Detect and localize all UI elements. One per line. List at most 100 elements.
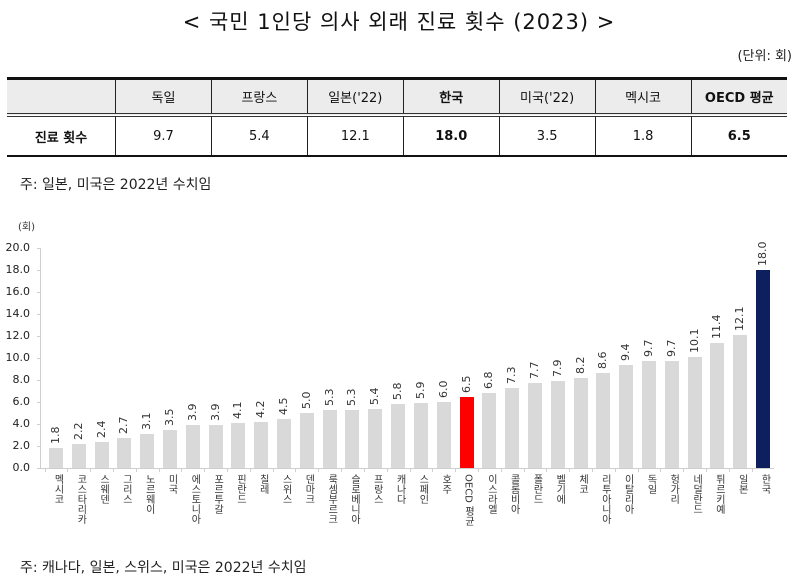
- bar: [277, 418, 292, 468]
- y-tick-mark: [37, 402, 41, 403]
- y-tick-label: 4.0: [12, 417, 31, 430]
- x-tick-mark: [318, 468, 320, 472]
- table-cell: 5.4: [210, 115, 308, 157]
- x-tick-mark: [90, 468, 92, 472]
- x-category-label: 호주: [439, 474, 451, 494]
- x-category-label: 스위스: [280, 474, 292, 504]
- x-category-label: 에스토니아: [188, 474, 200, 524]
- x-category-label: 폴란드: [530, 474, 542, 504]
- table-header-cell: OECD 평균: [690, 77, 787, 117]
- bar: [368, 408, 383, 468]
- bar: [299, 413, 314, 468]
- bar-value-label: 9.7: [641, 339, 655, 358]
- bar: [231, 422, 246, 468]
- x-category-label: 룩셈부르크: [325, 474, 337, 524]
- x-axis: [40, 468, 774, 469]
- bar-value-label: 5.0: [299, 391, 313, 410]
- y-tick-mark: [37, 314, 41, 315]
- bar-value-label: 3.9: [185, 403, 199, 422]
- x-tick-mark: [432, 468, 434, 472]
- x-tick-mark: [67, 468, 69, 472]
- x-category-label: 독일: [644, 474, 656, 494]
- bar: [482, 393, 497, 468]
- bar-value-label: 18.0: [756, 241, 769, 267]
- bar-value-label: 2.7: [117, 416, 131, 435]
- bar: [619, 364, 634, 468]
- x-category-label: 프랑스: [371, 474, 383, 504]
- x-category-label: 이탈리아: [622, 474, 634, 514]
- bar-chart: (회) 0.0 2.0 4.0 6.0 8.0 10.0 12.0 14.0 16.0 18.0 2…: [0, 218, 798, 553]
- bar-value-label: 10.1: [687, 328, 701, 353]
- bar-value-label: 2.4: [94, 420, 108, 438]
- table-cell: 3.5: [498, 115, 596, 157]
- bar: [664, 361, 679, 468]
- y-tick-mark: [37, 248, 41, 249]
- x-tick-mark: [751, 468, 753, 472]
- x-category-label: 일본: [736, 474, 748, 494]
- bar-value-label: 2.2: [71, 422, 85, 440]
- x-category-label: 콜롬비아: [508, 474, 520, 514]
- bar-value-label: 9.4: [619, 343, 633, 361]
- x-tick-mark: [728, 468, 730, 472]
- table-header-cell: 프랑스: [210, 77, 308, 117]
- bar: [436, 402, 451, 468]
- y-tick-label: 16.0: [5, 285, 31, 298]
- y-tick-label: 10.0: [5, 351, 31, 364]
- x-category-label: 코스타리카: [74, 474, 86, 524]
- y-tick-mark: [37, 358, 41, 359]
- x-tick-mark: [44, 468, 46, 472]
- bar: [391, 404, 406, 468]
- x-tick-mark: [181, 468, 183, 472]
- summary-table: 독일 프랑스 일본('22) 한국 미국('22) 멕시코 OECD 평균 진료…: [7, 77, 787, 157]
- y-tick-mark: [37, 424, 41, 425]
- x-tick-mark: [135, 468, 137, 472]
- bar: [756, 270, 770, 468]
- bar: [322, 409, 337, 468]
- x-tick-mark: [295, 468, 297, 472]
- y-tick-mark: [37, 336, 41, 337]
- bar-value-label: 4.2: [254, 400, 268, 418]
- bar-value-label: 7.7: [527, 361, 541, 380]
- x-tick-mark: [113, 468, 115, 472]
- x-tick-mark: [569, 468, 571, 472]
- y-tick-label: 0.0: [12, 461, 31, 474]
- x-category-label: 슬로베니아: [348, 474, 360, 524]
- table-cell: 6.5: [690, 115, 787, 157]
- x-category-label: 덴마크: [302, 474, 314, 504]
- x-category-label: 핀란드: [234, 474, 246, 504]
- y-tick-label: 14.0: [5, 307, 31, 320]
- x-tick-mark: [660, 468, 662, 472]
- chart-footnote: 주: 캐나다, 일본, 스위스, 미국은 2022년 수치임: [20, 560, 307, 576]
- x-tick-mark: [249, 468, 251, 472]
- x-tick-mark: [455, 468, 457, 472]
- bar-value-label: 5.9: [413, 381, 427, 400]
- bar-value-label: 6.8: [482, 371, 496, 390]
- y-tick-label: 18.0: [5, 263, 31, 276]
- x-category-label: 칠레: [257, 474, 269, 494]
- x-tick-mark: [204, 468, 206, 472]
- x-tick-mark: [272, 468, 274, 472]
- x-tick-mark: [409, 468, 411, 472]
- bar: [140, 433, 155, 468]
- bar: [49, 448, 63, 468]
- bar-value-label: 3.1: [140, 412, 154, 430]
- bar-value-label: 4.5: [277, 397, 291, 415]
- bar-value-label: 5.8: [391, 382, 405, 401]
- bar-value-label: 6.5: [459, 375, 473, 393]
- table-header-cell: 한국: [402, 77, 500, 117]
- bar: [413, 403, 428, 468]
- bar-value-label: 1.8: [49, 426, 62, 445]
- y-tick-label: 8.0: [12, 373, 31, 386]
- x-category-label: 체코: [576, 474, 588, 494]
- x-category-label: 노르웨이: [143, 474, 155, 514]
- bar: [733, 334, 748, 468]
- bar-value-label: 5.3: [345, 388, 359, 406]
- x-tick-mark: [591, 468, 593, 472]
- x-category-label: 멕시코: [52, 474, 63, 504]
- bar-value-label: 6.0: [436, 380, 450, 399]
- x-category-label: 그리스: [120, 474, 132, 504]
- bar: [185, 425, 200, 468]
- bar: [550, 381, 565, 468]
- table-footnote: 주: 일본, 미국은 2022년 수치임: [20, 177, 212, 193]
- x-tick-mark: [614, 468, 616, 472]
